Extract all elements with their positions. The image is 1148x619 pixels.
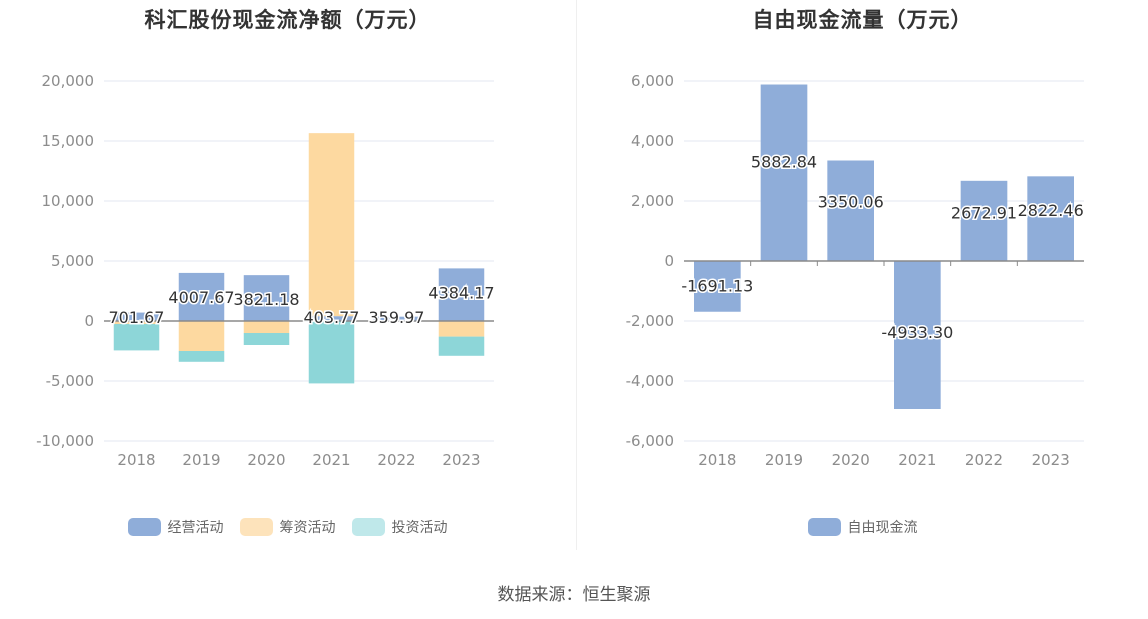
data-label: 4007.67 xyxy=(168,288,234,307)
y-tick-label: 5,000 xyxy=(51,252,94,270)
bar xyxy=(694,261,741,312)
bar xyxy=(178,351,225,362)
x-tick-label: 2019 xyxy=(182,451,220,469)
x-tick-label: 2019 xyxy=(765,451,803,469)
legend-label: 筹资活动 xyxy=(279,520,336,536)
y-tick-label: 4,000 xyxy=(631,132,674,150)
free-cash-flow-chart: 6,000 4,000 2,000 0 -2,000 -4,000 -6,000 2018 20… xyxy=(626,72,1086,469)
panel-divider xyxy=(576,0,577,550)
y-tick-label: -6,000 xyxy=(626,432,674,450)
bar xyxy=(438,321,485,337)
x-tick-label: 2023 xyxy=(1032,451,1070,469)
x-tick-label: 2021 xyxy=(898,451,936,469)
y-tick-label: 20,000 xyxy=(42,72,95,90)
legend-label: 经营活动 xyxy=(167,520,224,536)
y-tick-label: -2,000 xyxy=(626,312,674,330)
x-tick-label: 2023 xyxy=(442,451,480,469)
chart-title: 科汇股份现金流净额（万元） xyxy=(144,8,431,32)
bar xyxy=(243,321,290,333)
bar xyxy=(308,316,355,321)
bar xyxy=(113,324,160,351)
y-tick-label: 6,000 xyxy=(631,72,674,90)
bar xyxy=(308,133,355,317)
chart-legend: 自由现金流 xyxy=(577,517,1148,537)
legend-swatch xyxy=(239,518,273,536)
x-tick-label: 2022 xyxy=(965,451,1003,469)
legend-label: 投资活动 xyxy=(391,520,448,536)
chart-legend: 经营活动 筹资活动 投资活动 xyxy=(0,517,575,537)
data-label: 2672.91 xyxy=(951,204,1017,223)
y-tick-label: 2,000 xyxy=(631,192,674,210)
bar xyxy=(894,261,941,409)
data-label: 3821.18 xyxy=(233,290,299,309)
data-label: 4384.17 xyxy=(428,283,494,302)
y-tick-label: -5,000 xyxy=(46,372,94,390)
legend-swatch xyxy=(127,518,161,536)
y-tick-label: 15,000 xyxy=(42,132,95,150)
data-source: 数据来源：恒生聚源 xyxy=(497,585,651,605)
legend-label: 自由现金流 xyxy=(847,520,918,536)
bar xyxy=(1027,176,1074,261)
bar xyxy=(243,275,290,321)
y-tick-label: 0 xyxy=(84,312,94,330)
bar xyxy=(373,316,420,321)
bar xyxy=(827,160,874,261)
bar xyxy=(178,272,225,321)
bar xyxy=(760,84,808,261)
y-tick-label: -10,000 xyxy=(36,432,94,450)
y-tick-label: -4,000 xyxy=(626,372,674,390)
data-label: 3350.06 xyxy=(818,193,884,212)
bar xyxy=(113,312,160,321)
cash-flow-chart: 20,000 15,000 10,000 5,000 0 -5,000 -10,000 201… xyxy=(36,72,496,469)
bar xyxy=(178,321,225,351)
data-label: 2822.46 xyxy=(1018,201,1084,220)
x-tick-label: 2018 xyxy=(117,451,155,469)
data-label: 5882.84 xyxy=(751,152,817,171)
x-tick-label: 2022 xyxy=(377,451,415,469)
bar xyxy=(438,336,485,356)
x-tick-label: 2020 xyxy=(832,451,870,469)
legend-item[interactable]: 筹资活动 xyxy=(239,517,336,537)
data-label: 701.67 xyxy=(109,308,165,327)
legend-item[interactable]: 投资活动 xyxy=(351,517,448,537)
data-label: -1691.13 xyxy=(681,276,753,295)
y-tick-label: 0 xyxy=(664,252,674,270)
x-tick-label: 2018 xyxy=(698,451,736,469)
bar xyxy=(243,333,290,345)
legend-item[interactable]: 自由现金流 xyxy=(807,517,918,537)
chart-title: 自由现金流量（万元） xyxy=(752,8,973,32)
bar xyxy=(113,321,160,324)
bar xyxy=(308,321,355,384)
bar xyxy=(960,180,1008,261)
data-label: -4933.30 xyxy=(881,323,953,342)
bar xyxy=(438,268,485,321)
cash-flow-chart-panel: 科汇股份现金流净额（万元） 20,000 15,000 10,000 5,000 0 -5… xyxy=(0,0,575,550)
data-label: 359.97 xyxy=(369,308,425,327)
legend-item[interactable]: 经营活动 xyxy=(127,517,224,537)
x-tick-label: 2021 xyxy=(312,451,350,469)
legend-swatch xyxy=(807,518,841,536)
y-tick-label: 10,000 xyxy=(42,192,95,210)
data-label: 403.77 xyxy=(304,308,360,327)
free-cash-flow-chart-panel: 自由现金流量（万元） 6,000 4,000 2,000 0 -2,000 -4,000 -… xyxy=(577,0,1148,550)
legend-swatch xyxy=(351,518,385,536)
x-tick-label: 2020 xyxy=(247,451,285,469)
